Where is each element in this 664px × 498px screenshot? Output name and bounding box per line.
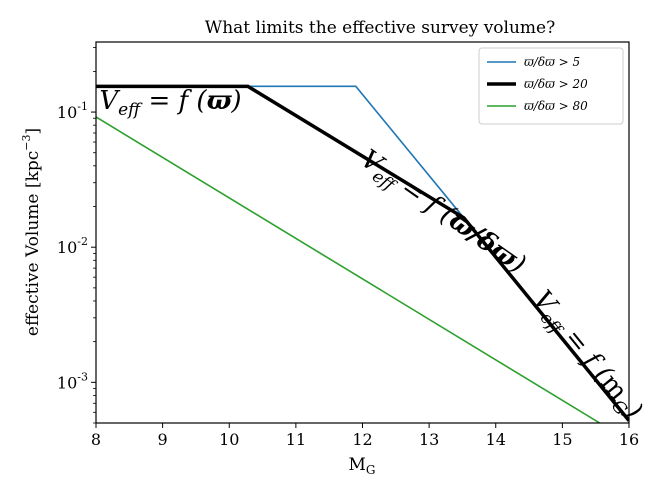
x-tick-label: 14 — [486, 430, 506, 449]
x-tick-label: 13 — [419, 430, 439, 449]
x-tick-label: 15 — [552, 430, 572, 449]
annotation-2: Veff = f (ϖ/δϖ) — [353, 144, 531, 283]
y-tick-label: 10-2 — [57, 235, 88, 257]
x-tick-label: 11 — [286, 430, 306, 449]
legend-label-2: ϖ/δϖ > 20 — [524, 77, 588, 91]
y-axis-title: effective Volume [kpc−3] — [20, 128, 43, 336]
series-line-2 — [96, 84, 629, 422]
y-tick-label: 10-1 — [57, 100, 88, 122]
x-tick-label: 9 — [158, 430, 168, 449]
legend-label-3: ϖ/δϖ > 80 — [524, 99, 588, 113]
annotation-layer: Veff = f (ϖ)Veff = f (ϖ/δϖ)Veff = f (mG) — [99, 86, 648, 425]
series-layer — [96, 84, 629, 423]
series-line-3 — [96, 116, 601, 423]
annotation-1: Veff = f (ϖ) — [99, 86, 241, 120]
axis-layer: 8 9 10 11 12 13 14 15 16 10-3 10-2 10-1 — [57, 47, 639, 449]
legend-label-1: ϖ/δϖ > 5 — [524, 55, 580, 69]
y-tick-label: 10-3 — [57, 370, 88, 392]
x-tick-label: 16 — [619, 430, 639, 449]
chart-title: What limits the effective survey volume? — [205, 18, 555, 38]
x-tick-label: 10 — [219, 430, 239, 449]
x-tick-label: 8 — [91, 430, 101, 449]
x-tick-label: 12 — [352, 430, 372, 449]
x-axis-title: MG — [348, 455, 375, 477]
legend: ϖ/δϖ > 5 ϖ/δϖ > 20 ϖ/δϖ > 80 — [478, 47, 624, 125]
legend-box — [478, 47, 624, 125]
